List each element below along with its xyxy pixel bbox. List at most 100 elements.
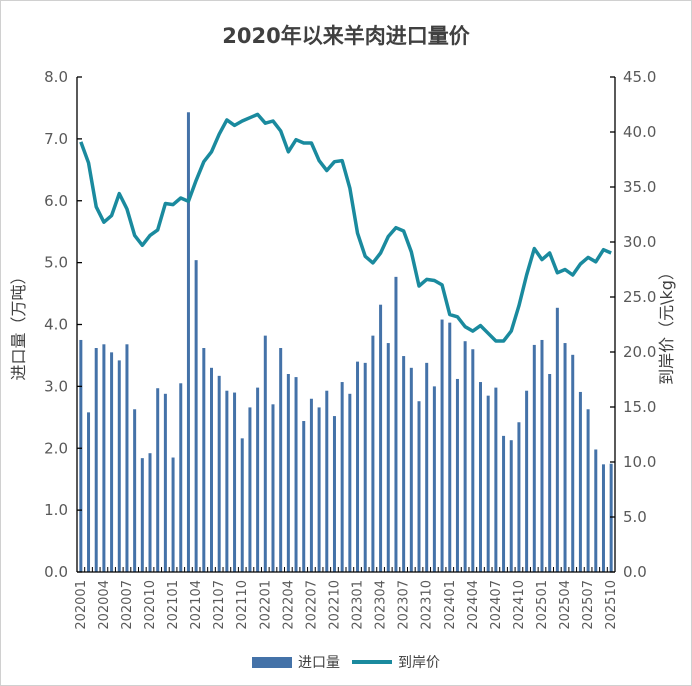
bar-202101 [171, 457, 175, 572]
x-tick-label: 202507 [581, 580, 596, 630]
bar-202203 [279, 348, 283, 572]
bar-202012 [163, 393, 167, 572]
right-tick-label: 25.0 [623, 288, 656, 306]
x-tick-label: 202007 [120, 580, 135, 630]
bar-202207 [309, 398, 313, 572]
bar-202410 [517, 422, 521, 572]
bar-202412 [532, 344, 536, 572]
bar-202107 [217, 375, 221, 572]
bar-202505 [571, 354, 575, 572]
bar-202109 [233, 392, 237, 572]
bar-202508 [594, 449, 598, 572]
bar-202006 [117, 360, 121, 572]
bar-202205 [294, 377, 298, 572]
bar-202307 [402, 356, 406, 572]
x-tick-label: 202101 [166, 580, 181, 630]
bar-202507 [586, 409, 590, 572]
x-tick-label: 202001 [74, 580, 89, 630]
bar-202408 [502, 435, 506, 572]
bar-202310 [425, 362, 429, 572]
bar-202209 [325, 390, 329, 572]
x-tick-label: 202104 [189, 580, 204, 630]
bar-202303 [371, 335, 375, 572]
right-tick-label: 10.0 [623, 453, 656, 471]
bar-202005 [110, 352, 114, 572]
price-line [79, 112, 612, 343]
chart-title: 2020年以来羊肉进口量价 [222, 24, 470, 48]
bar-202506 [578, 391, 582, 572]
bar-202212 [348, 393, 352, 572]
x-tick-label: 202404 [466, 580, 481, 630]
right-tick-label: 15.0 [623, 398, 656, 416]
bar-202208 [317, 407, 321, 572]
x-tick-label: 202307 [397, 580, 412, 630]
bar-202210 [332, 416, 336, 572]
x-tick-label: 202010 [143, 580, 158, 630]
x-tick-label: 202510 [604, 580, 619, 630]
legend-bar-swatch [252, 656, 292, 668]
left-tick-label: 3.0 [44, 377, 68, 395]
x-tick-label: 202401 [443, 580, 458, 630]
bar-202004 [102, 344, 106, 572]
bar-202204 [286, 374, 290, 572]
right-tick-label: 20.0 [623, 343, 656, 361]
x-tick-label: 202107 [212, 580, 227, 630]
bar-202103 [186, 112, 190, 573]
bar-202211 [340, 382, 344, 572]
x-tick-label: 202207 [304, 580, 319, 630]
x-tick-label: 202301 [351, 580, 366, 630]
x-tick-label: 202210 [327, 580, 342, 630]
left-tick-label: 1.0 [44, 501, 68, 519]
bar-202007 [125, 344, 129, 572]
bar-202411 [525, 390, 529, 572]
bar-202009 [140, 458, 144, 572]
right-tick-label: 5.0 [623, 508, 647, 526]
left-tick-label: 5.0 [44, 254, 68, 272]
bar-202302 [363, 362, 367, 572]
x-tick-label: 202110 [235, 580, 250, 630]
bar-202002 [87, 412, 91, 572]
x-tick-label: 202201 [258, 580, 273, 630]
bar-202407 [494, 387, 498, 572]
bar-202105 [202, 348, 206, 572]
bar-202403 [463, 341, 467, 572]
bar-202308 [409, 367, 413, 572]
bar-202509 [601, 464, 605, 572]
left-axis-title: 进口量（万吨） [9, 268, 28, 380]
left-tick-label: 7.0 [44, 130, 68, 148]
x-tick-label: 202501 [535, 580, 550, 630]
bar-202206 [302, 421, 306, 572]
x-tick-label: 202304 [374, 580, 389, 630]
left-tick-label: 2.0 [44, 439, 68, 457]
bar-202504 [563, 343, 567, 572]
legend: 进口量 到岸价 [0, 652, 692, 672]
bar-202404 [471, 349, 475, 572]
bar-202106 [210, 367, 213, 572]
bar-202003 [94, 348, 98, 572]
left-tick-label: 4.0 [44, 316, 68, 334]
x-tick-label: 202310 [420, 580, 435, 630]
bar-202112 [256, 387, 260, 572]
bar-202011 [156, 388, 160, 572]
bar-202104 [194, 260, 198, 572]
right-tick-label: 35.0 [623, 178, 656, 196]
x-tick-label: 202504 [558, 580, 573, 630]
x-tick-label: 202004 [97, 580, 112, 630]
bar-202305 [386, 343, 390, 572]
x-tick-label: 202410 [512, 580, 527, 630]
bar-202406 [486, 395, 490, 572]
left-tick-label: 6.0 [44, 192, 68, 210]
bar-202001 [79, 339, 83, 572]
x-tick-label: 202204 [281, 580, 296, 630]
left-tick-label: 0.0 [44, 563, 68, 581]
right-tick-label: 30.0 [623, 233, 656, 251]
bar-202311 [432, 386, 436, 572]
bar-202405 [479, 382, 482, 572]
bar-202304 [379, 304, 383, 572]
bar-202409 [509, 440, 513, 572]
bar-202008 [133, 409, 137, 572]
bar-202111 [248, 407, 252, 572]
bar-202102 [179, 383, 183, 572]
right-tick-label: 45.0 [623, 68, 656, 86]
left-tick-label: 8.0 [44, 68, 68, 86]
